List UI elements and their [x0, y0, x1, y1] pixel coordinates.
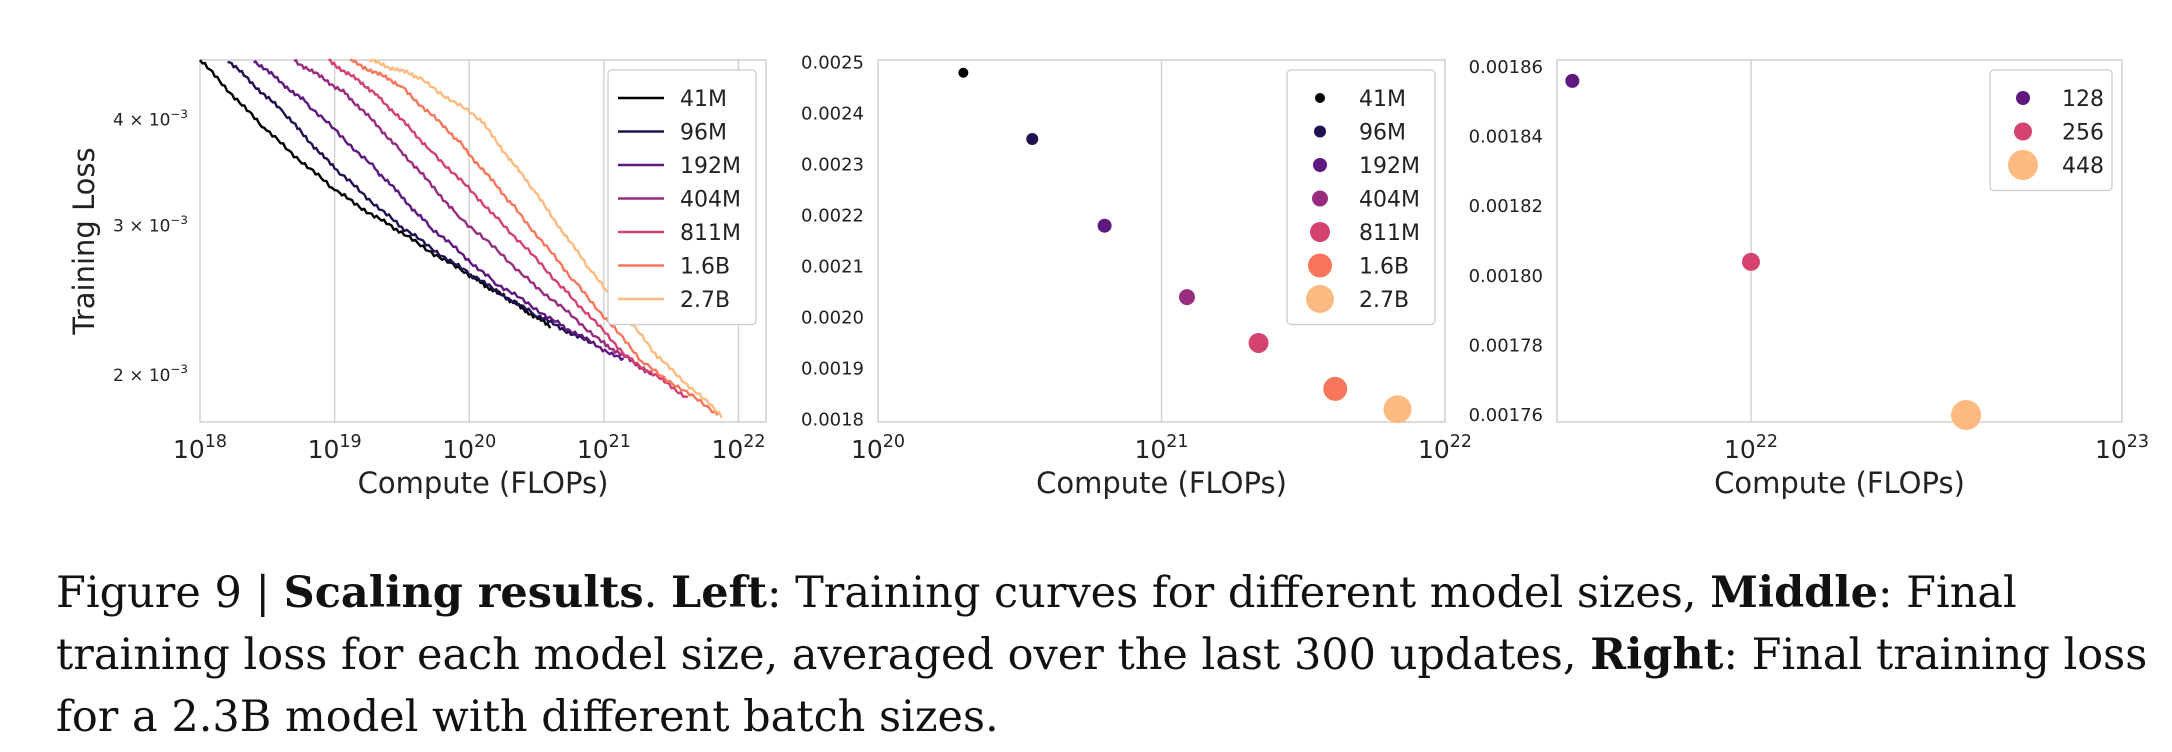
- legend-label: 448: [2062, 154, 2104, 179]
- legend-left: 41M 96M 192M 404M 811M 1.6B 2.7B: [607, 69, 757, 326]
- panel-right-batch-sizes: 1022 1023 0.00186 0.00184 0.00182 0.00180 0.00…: [1469, 57, 2149, 500]
- y-tick-label: 0.0019: [801, 358, 864, 379]
- legend-marker-41M: [1315, 93, 1325, 103]
- x-axis-label: Compute (FLOPs): [1036, 466, 1287, 500]
- legend-label: 256: [2062, 121, 2104, 146]
- legend-label: 2.7B: [1359, 288, 1409, 313]
- y-tick-label: 2 × 10−3: [113, 362, 188, 386]
- series-line-96M: [227, 60, 591, 344]
- legend-label: 1.6B: [1359, 255, 1409, 280]
- legend-label: 192M: [680, 154, 741, 179]
- series-line-811M: [328, 58, 689, 399]
- x-axis-label: Compute (FLOPs): [1714, 466, 1965, 500]
- legend-label: 96M: [680, 121, 727, 146]
- x-tick-label: 1022: [711, 432, 765, 464]
- figure-caption: Figure 9 | Scaling results. Left: Traini…: [56, 562, 2156, 748]
- series-line-192M: [252, 60, 625, 361]
- y-tick-label: 0.0024: [801, 104, 864, 125]
- point-192M: [1097, 218, 1112, 233]
- y-tick-label: 0.00176: [1469, 405, 1543, 426]
- legend-label: 404M: [680, 188, 741, 213]
- legend-label: 41M: [680, 87, 727, 112]
- caption-text-3: : Final training loss for each model siz…: [56, 568, 2017, 680]
- y-axis-label: Training Loss: [67, 147, 101, 335]
- legend-marker-448: [2008, 150, 2038, 180]
- y-tick-label: 0.0020: [801, 307, 864, 328]
- x-tick-label: 1019: [308, 432, 362, 464]
- x-tick-label: 1021: [577, 432, 631, 464]
- caption-title: Scaling results: [283, 568, 644, 618]
- caption-text-2: : Training curves for different model si…: [766, 568, 1711, 618]
- series-line-1.6B: [349, 58, 719, 416]
- legend-label: 2.7B: [680, 288, 730, 313]
- axes-frame: [199, 59, 767, 423]
- legend-label: 128: [2062, 87, 2104, 112]
- point-404M: [1178, 289, 1195, 306]
- point-448: [1951, 400, 1982, 431]
- legend-marker-404M: [1312, 190, 1328, 207]
- legend-frame: [607, 69, 757, 326]
- caption-left-label: Left: [670, 568, 767, 618]
- x-tick-label: 1020: [851, 432, 905, 464]
- legend-marker-128: [2016, 91, 2030, 105]
- x-tick-label: 1022: [1724, 432, 1778, 464]
- legend-marker-96M: [1314, 125, 1326, 138]
- legend-label: 811M: [1359, 221, 1420, 246]
- y-tick-label: 0.0025: [801, 53, 864, 74]
- y-tick-label: 0.0018: [801, 409, 864, 430]
- point-41M: [958, 67, 969, 78]
- axes-frame: [1556, 59, 2123, 423]
- legend-marker-192M: [1313, 158, 1327, 172]
- legend-panel-middle-final-loss: 41M 96M 192M 404M 811M 1.6B 2.7B: [1286, 69, 1436, 326]
- caption-right-label: Right: [1590, 630, 1724, 680]
- series-line-404M: [293, 59, 654, 376]
- y-tick-label: 3 × 10−3: [113, 213, 188, 237]
- y-tick-label: 0.00178: [1469, 335, 1543, 356]
- legend-label: 192M: [1359, 154, 1420, 179]
- y-tick-label: 0.00182: [1469, 196, 1543, 217]
- series-line-2.7B: [368, 58, 723, 419]
- legend-marker-811M: [1310, 222, 1330, 242]
- panel-middle-final-loss: 1020 1021 1022 0.0025 0.0024 0.0023 0.0022 0.00…: [801, 53, 1472, 500]
- caption-text-4: : Final training loss for a 2.3B model w…: [56, 630, 2148, 742]
- y-tick-label: 0.0021: [801, 256, 864, 277]
- x-tick-label: 1022: [1418, 432, 1472, 464]
- point-2.7B: [1383, 395, 1412, 424]
- series-line-41M: [199, 59, 552, 329]
- point-128: [1565, 73, 1580, 88]
- x-tick-label: 1018: [173, 432, 227, 464]
- panel-left-training-curves: 1018 1019 1020 1021 1022 4 × 10−3 3 × 10−3 2 × …: [67, 58, 767, 500]
- y-tick-label: 0.0023: [801, 155, 864, 176]
- legend-label: 96M: [1359, 121, 1406, 146]
- y-tick-label: 4 × 10−3: [113, 107, 188, 131]
- legend-label: 41M: [1359, 87, 1406, 112]
- point-256: [1741, 252, 1760, 271]
- caption-text-1: .: [643, 568, 671, 618]
- y-tick-label: 0.00186: [1469, 57, 1543, 78]
- legend-label: 1.6B: [680, 255, 730, 280]
- x-axis-label: Compute (FLOPs): [358, 466, 609, 500]
- x-tick-label: 1021: [1134, 432, 1188, 464]
- y-tick-label: 0.00184: [1469, 127, 1543, 148]
- y-tick-label: 0.0022: [801, 206, 864, 227]
- y-tick-label: 0.00180: [1469, 266, 1543, 287]
- point-96M: [1026, 133, 1039, 146]
- legend-label: 811M: [680, 221, 741, 246]
- x-tick-label: 1023: [2095, 432, 2149, 464]
- legend-panel-right-batch-sizes: 128 256 448: [1989, 69, 2113, 192]
- point-811M: [1248, 332, 1269, 353]
- legend-label: 404M: [1359, 188, 1420, 213]
- caption-middle-label: Middle: [1710, 568, 1878, 618]
- x-tick-label: 1020: [442, 432, 496, 464]
- legend-marker-2.7B: [1306, 285, 1334, 313]
- legend-marker-1.6B: [1308, 253, 1332, 278]
- legend-marker-256: [2014, 122, 2032, 141]
- caption-figure-label: Figure 9 |: [56, 568, 284, 618]
- point-1.6B: [1323, 376, 1348, 401]
